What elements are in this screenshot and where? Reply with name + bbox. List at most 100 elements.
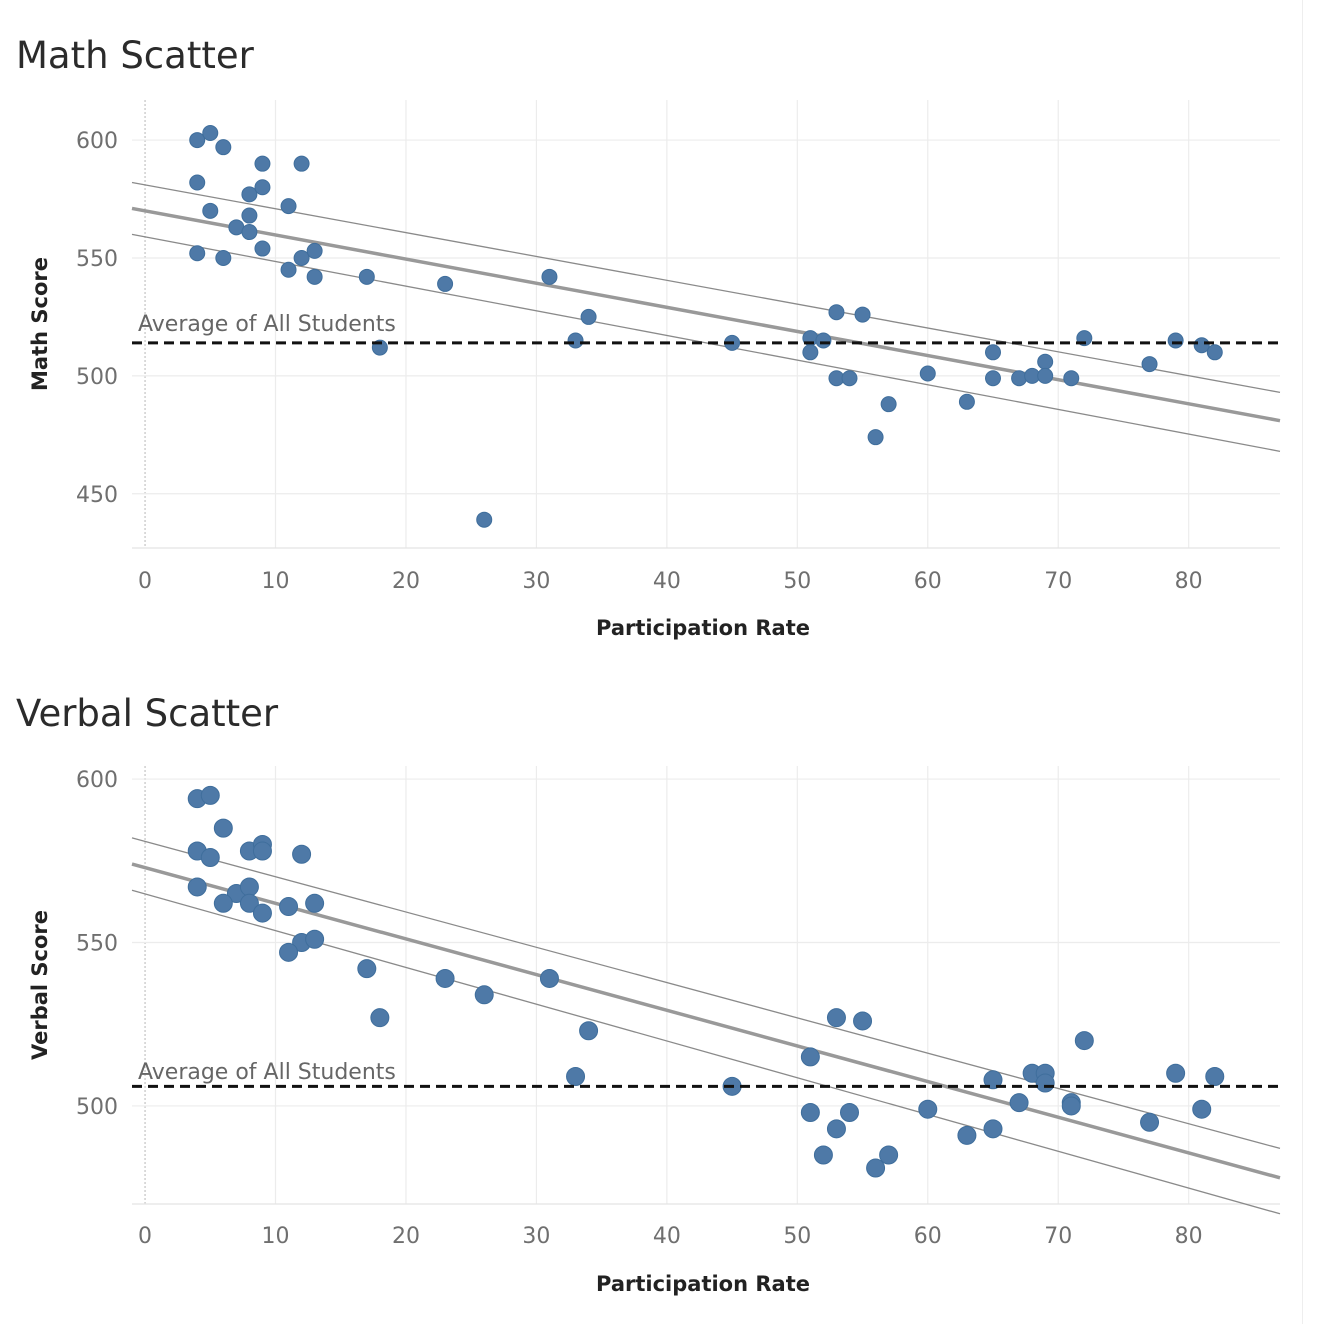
confidence-band-lower xyxy=(131,889,1281,1215)
panel-divider xyxy=(1302,0,1303,1324)
x-axis-title: Participation Rate xyxy=(596,616,810,640)
confidence-band-upper xyxy=(131,837,1281,1150)
y-tick-label: 600 xyxy=(76,129,118,154)
y-tick-label: 450 xyxy=(76,483,118,508)
data-points xyxy=(187,785,1225,1178)
data-point xyxy=(202,202,219,219)
data-point xyxy=(539,968,559,988)
x-tick-label: 30 xyxy=(522,569,550,594)
confidence-band-lower xyxy=(131,233,1281,452)
data-point xyxy=(840,1102,859,1122)
x-tick-label: 50 xyxy=(783,1224,811,1249)
gridlines xyxy=(132,100,1280,549)
data-point xyxy=(239,877,259,897)
data-point xyxy=(189,132,206,149)
x-tick-label: 20 xyxy=(392,1224,420,1249)
data-point xyxy=(213,893,233,913)
data-point xyxy=(813,1145,833,1165)
data-point xyxy=(958,393,975,410)
data-point xyxy=(957,1125,977,1145)
verbal-chart-title: Verbal Scatter xyxy=(16,692,279,735)
gridlines xyxy=(132,766,1280,1205)
data-point xyxy=(828,304,845,321)
data-point xyxy=(241,224,258,241)
data-point xyxy=(867,429,884,446)
x-tick-label: 0 xyxy=(138,1224,152,1249)
data-point xyxy=(293,249,310,266)
math-scatter-chart: 0 10 20 30 40 50 60 70 80 450 500 550 600 Participati… xyxy=(28,100,1281,640)
x-tick-label: 20 xyxy=(392,569,420,594)
data-point xyxy=(241,207,258,224)
data-point xyxy=(985,344,1001,361)
data-point xyxy=(370,1008,390,1028)
data-point xyxy=(215,139,232,156)
data-point xyxy=(279,942,299,962)
x-tick-label: 10 xyxy=(262,569,290,594)
data-point xyxy=(802,344,819,361)
data-point xyxy=(1063,370,1080,387)
x-tick-label: 30 xyxy=(522,1224,550,1249)
data-point xyxy=(1037,353,1054,370)
x-tick-label: 40 xyxy=(653,569,681,594)
data-point xyxy=(254,155,271,172)
data-point xyxy=(1166,1063,1186,1083)
data-point xyxy=(1074,1031,1094,1051)
data-point xyxy=(1140,1112,1160,1132)
data-point xyxy=(215,249,232,266)
x-tick-label: 40 xyxy=(653,1224,681,1249)
x-tick-label: 80 xyxy=(1175,569,1203,594)
data-point xyxy=(918,1099,938,1119)
data-point xyxy=(200,848,220,868)
x-tick-label: 10 xyxy=(262,1224,290,1249)
data-point xyxy=(983,1119,1003,1139)
data-point xyxy=(306,268,323,285)
data-point xyxy=(305,893,325,913)
x-tick-label: 70 xyxy=(1044,569,1072,594)
data-point xyxy=(1193,337,1210,354)
data-point xyxy=(880,396,897,413)
data-point xyxy=(358,268,375,285)
data-point xyxy=(239,893,259,913)
data-point xyxy=(841,370,858,387)
data-point xyxy=(280,261,297,278)
data-point xyxy=(241,186,258,203)
data-point xyxy=(200,785,220,805)
data-point xyxy=(293,155,310,172)
data-point xyxy=(826,1008,846,1028)
x-tick-label: 60 xyxy=(914,1224,942,1249)
data-point xyxy=(187,877,207,897)
data-point xyxy=(1061,1096,1081,1116)
data-point xyxy=(1141,356,1158,373)
data-point xyxy=(305,929,325,949)
data-point xyxy=(826,1119,846,1139)
data-point xyxy=(1205,1067,1225,1087)
y-axis-title: Math Score xyxy=(28,257,52,391)
data-point xyxy=(279,897,299,917)
data-point xyxy=(437,275,454,292)
y-tick-label: 550 xyxy=(76,932,118,957)
x-tick-label: 0 xyxy=(138,569,152,594)
x-tick-label: 50 xyxy=(783,569,811,594)
data-point xyxy=(306,242,323,259)
data-point xyxy=(476,511,493,528)
y-tick-label: 500 xyxy=(76,365,118,390)
data-point xyxy=(1206,344,1223,361)
data-point xyxy=(357,959,377,979)
data-point xyxy=(189,174,206,191)
data-point xyxy=(580,308,597,325)
confidence-band-upper xyxy=(131,181,1281,394)
data-point xyxy=(1035,1073,1055,1093)
y-tick-label: 600 xyxy=(76,768,118,793)
data-point xyxy=(254,179,271,196)
data-point xyxy=(474,985,494,1005)
data-point xyxy=(189,245,206,262)
average-reference-label: Average of All Students xyxy=(138,312,396,337)
data-point xyxy=(985,370,1001,387)
y-axis-title: Verbal Score xyxy=(28,910,52,1060)
data-point xyxy=(254,240,271,257)
verbal-scatter-chart: 0 10 20 30 40 50 60 70 80 500 550 600 Participation … xyxy=(28,766,1281,1296)
data-point xyxy=(202,125,219,142)
data-point xyxy=(252,903,272,923)
data-point xyxy=(815,332,832,349)
data-point xyxy=(800,1047,820,1067)
